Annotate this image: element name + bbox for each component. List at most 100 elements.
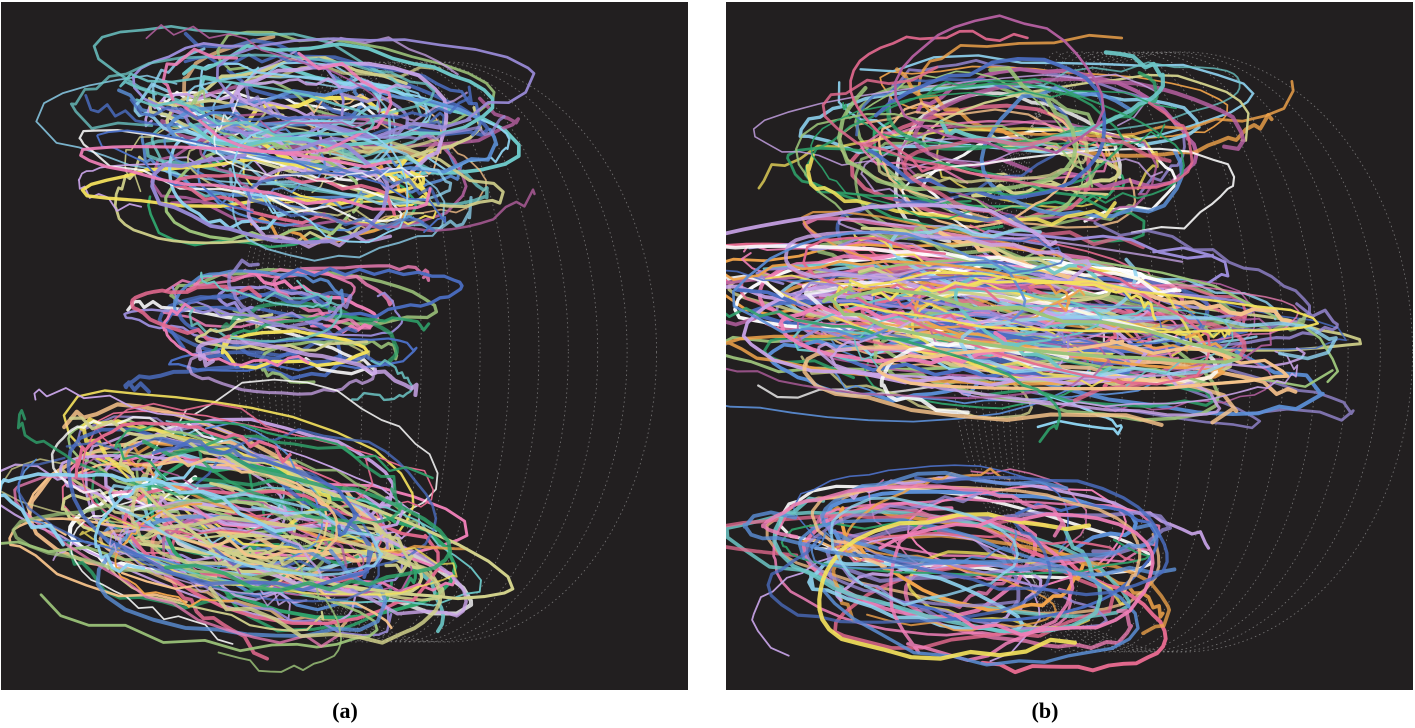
streamline-curve: [199, 271, 333, 309]
streamline-curve: [141, 439, 453, 593]
streamline-curve: [79, 145, 432, 211]
streamline-curve: [917, 33, 1295, 138]
streamline-curve: [810, 485, 1142, 593]
guide-meridian: [972, 51, 1317, 653]
streamline-curve: [833, 271, 1319, 334]
streamline-curve: [118, 435, 515, 601]
streamline-panel-b: [726, 2, 1413, 690]
streamline-curve: [292, 115, 487, 230]
streamline-curve: [240, 80, 506, 141]
streamline-curve: [836, 65, 1078, 193]
streamline-curve: [236, 77, 412, 129]
streamline-curve: [69, 53, 436, 138]
streamline-curve: [145, 24, 382, 134]
streamline-curve: [889, 513, 1075, 662]
streamline-curve: [796, 281, 1070, 349]
streamline-curve: [726, 334, 1111, 400]
guide-meridian: [965, 51, 1349, 653]
streamline-curve: [829, 310, 1306, 381]
streamline-curve: [220, 329, 370, 370]
guide-meridian: [267, 61, 510, 643]
streamline-curve: [96, 129, 447, 234]
streamline-curve: [849, 29, 1029, 173]
streamline-curve: [8, 517, 393, 630]
streamline-curve: [810, 90, 1177, 220]
streamline-curve: [873, 475, 1169, 597]
streamline-curve: [876, 339, 1290, 391]
streamline-curve: [855, 77, 1073, 204]
streamline-curve: [798, 84, 1201, 155]
guide-meridian: [292, 61, 393, 643]
guide-meridian: [236, 61, 657, 643]
streamline-curve: [108, 527, 280, 607]
streamline-curve: [726, 244, 1178, 298]
caption-b: (b): [1031, 698, 1059, 723]
streamline-curve: [140, 515, 443, 645]
streamline-curve: [857, 226, 1113, 304]
streamline-curve: [198, 434, 403, 524]
streamline-curve: [186, 350, 378, 396]
streamline-curve: [800, 539, 1057, 632]
streamline-panel-a: [1, 2, 688, 690]
guide-meridian: [979, 51, 1285, 653]
streamline-curve: [780, 520, 1154, 576]
streamline-curve: [766, 516, 1052, 624]
streamline-curve: [755, 266, 1258, 324]
streamline-curve: [804, 490, 1019, 607]
streamline-curve: [171, 286, 404, 337]
streamline-curve: [142, 453, 339, 560]
streamline-curve: [798, 518, 1140, 667]
streamline-curve: [69, 487, 234, 645]
streamline-curve: [894, 14, 1105, 155]
streamline-curve: [1, 472, 296, 547]
streamline-curve: [878, 512, 1155, 637]
streamline-curve: [825, 275, 1153, 352]
streamline-curve: [151, 438, 359, 537]
streamline-curve: [123, 353, 391, 394]
streamline-curve: [804, 82, 1125, 205]
streamline-curve: [900, 502, 1159, 622]
streamline-curve: [74, 421, 292, 479]
streamline-curve: [16, 437, 380, 603]
streamline-curve: [732, 230, 1027, 341]
streamline-curve: [726, 306, 1062, 443]
streamline-curve: [213, 98, 429, 183]
caption-a: (a): [332, 698, 358, 723]
streamline-curve: [279, 267, 464, 326]
streamline-curve: [113, 155, 368, 245]
streamline-curve: [792, 464, 1069, 571]
guide-meridian: [1000, 51, 1188, 653]
streamline-curve: [778, 304, 1008, 366]
streamline-curve: [726, 236, 1065, 282]
streamline-curve: [182, 42, 495, 149]
guide-meridian: [952, 51, 1413, 653]
streamline-curve: [926, 78, 1185, 204]
streamline-render-b: [726, 14, 1413, 675]
streamline-curve: [162, 302, 310, 367]
streamline-curve: [129, 284, 262, 344]
streamline-curve: [84, 94, 446, 137]
streamline-curve: [929, 301, 1187, 348]
streamline-curve: [805, 153, 1117, 227]
streamline-curve: [119, 525, 323, 604]
streamline-curve: [971, 61, 1241, 140]
streamline-curve: [123, 307, 324, 346]
streamline-curve: [742, 510, 1162, 565]
streamline-curve: [905, 262, 1148, 310]
streamline-curve: [195, 338, 419, 398]
streamline-curve: [13, 474, 342, 648]
streamline-curve: [196, 113, 453, 206]
streamline-curve: [227, 258, 353, 329]
streamline-curve: [221, 301, 399, 363]
streamline-curve: [905, 350, 1299, 408]
streamline-curve: [821, 65, 1194, 191]
streamline-curve: [831, 533, 1171, 636]
streamline-curve: [62, 402, 391, 563]
streamline-curve: [871, 279, 1157, 321]
streamline-curve: [860, 136, 1163, 207]
guide-meridian: [242, 61, 628, 643]
streamline-curve: [114, 502, 235, 608]
streamline-curve: [95, 514, 388, 639]
streamline-curve: [830, 496, 1020, 607]
